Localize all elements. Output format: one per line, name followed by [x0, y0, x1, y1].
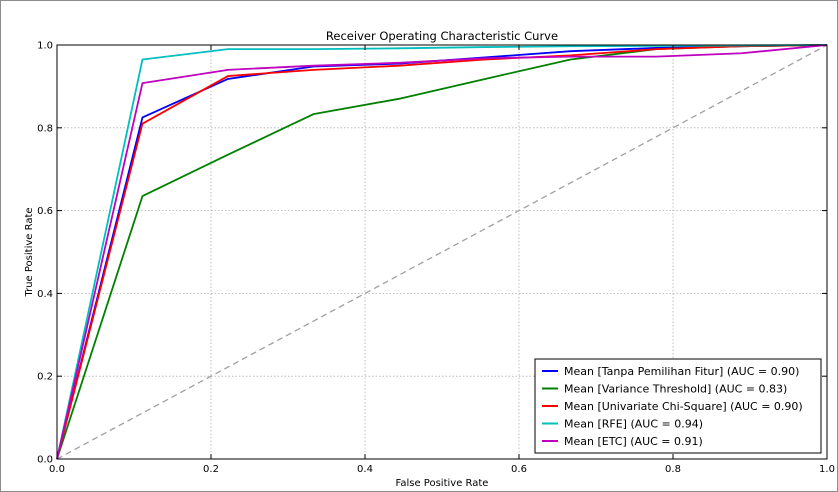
x-tick-label: 0.0 [49, 464, 65, 475]
y-tick-label: 0.8 [37, 123, 53, 134]
tick-layer: 0.0 0.2 0.4 0.6 0.8 1.0 0.0 0.2 0.4 0.6 0.8 1.0 [37, 41, 835, 476]
series-line-4 [56, 44, 828, 460]
chart-title: Receiver Operating Characteristic Curve [326, 29, 558, 43]
legend-label-2: Mean [Univariate Chi-Square] (AUC = 0.90… [564, 400, 803, 413]
y-tick-label: 0.0 [37, 455, 53, 466]
x-tick-label: 0.8 [665, 464, 681, 475]
series-line-2 [56, 44, 828, 460]
y-axis-label: True Positive Rate [24, 207, 35, 297]
diagonal-reference-line [56, 44, 828, 460]
legend-label-4: Mean [ETC] (AUC = 0.91) [564, 435, 703, 448]
reference-line-layer [56, 44, 828, 460]
x-tick-label: 0.4 [357, 464, 373, 475]
x-tick-label: 1.0 [819, 464, 835, 475]
x-tick-label: 0.6 [511, 464, 527, 475]
y-tick-label: 0.2 [37, 372, 53, 383]
legend: Mean [Tanpa Pemilihan Fitur] (AUC = 0.90… [534, 358, 822, 454]
legend-label-1: Mean [Variance Threshold] (AUC = 0.83) [564, 383, 787, 396]
y-tick-label: 0.6 [37, 206, 53, 217]
legend-label-3: Mean [RFE] (AUC = 0.94) [564, 418, 703, 431]
series-layer [56, 44, 828, 460]
y-tick-label: 0.4 [37, 289, 53, 300]
x-tick-label: 0.2 [203, 464, 219, 475]
legend-box [534, 358, 822, 454]
x-axis-label: False Positive Rate [396, 478, 489, 489]
series-line-3 [56, 44, 828, 460]
legend-label-0: Mean [Tanpa Pemilihan Fitur] (AUC = 0.90… [564, 365, 799, 378]
plot-area-border [56, 44, 828, 460]
y-tick-label: 1.0 [37, 41, 53, 52]
